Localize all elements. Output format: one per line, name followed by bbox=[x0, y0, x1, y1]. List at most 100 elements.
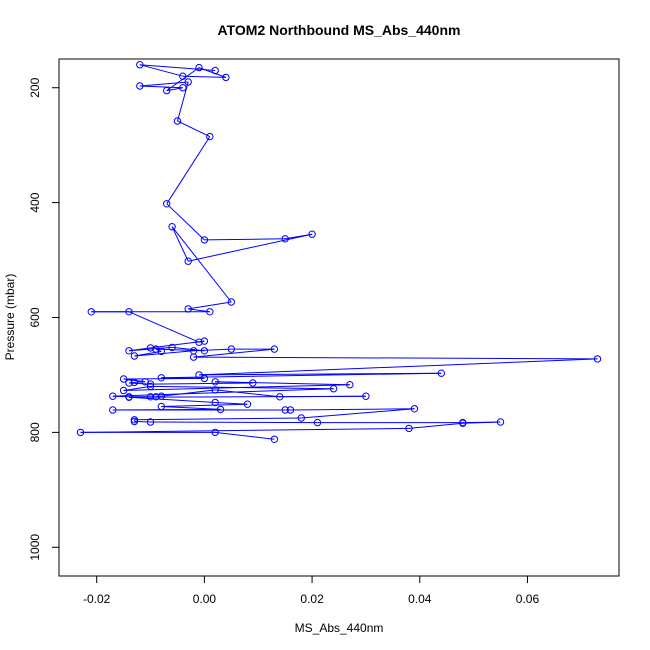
data-point bbox=[157, 392, 166, 400]
data-point bbox=[308, 230, 316, 238]
profile-segment bbox=[161, 403, 248, 407]
x-tick-label: 0.04 bbox=[408, 592, 432, 606]
data-point bbox=[195, 371, 203, 379]
data-point bbox=[136, 82, 144, 90]
data-point bbox=[437, 369, 445, 377]
data-point bbox=[211, 428, 219, 437]
profile-segment bbox=[193, 356, 598, 360]
y-tick-label: 600 bbox=[28, 307, 42, 327]
x-tick-label: 0.00 bbox=[193, 592, 217, 606]
data-point bbox=[211, 378, 219, 386]
profile-segment bbox=[166, 136, 211, 205]
data-point bbox=[157, 402, 166, 411]
profile-segment bbox=[193, 348, 275, 358]
data-point bbox=[146, 382, 155, 391]
x-axis: -0.02 0.00 0.02 0.04 0.06 bbox=[83, 575, 540, 606]
profile-segment bbox=[150, 421, 318, 424]
data-point bbox=[146, 344, 155, 352]
profile-segment bbox=[139, 81, 189, 87]
data-point bbox=[593, 355, 602, 363]
data-point bbox=[173, 117, 182, 125]
x-axis-label: MS_Abs_440nm bbox=[295, 621, 384, 635]
profile-segment bbox=[462, 421, 501, 424]
x-tick-label: -0.02 bbox=[83, 592, 111, 606]
data-point bbox=[216, 405, 225, 414]
data-point bbox=[189, 353, 198, 361]
data-point bbox=[168, 223, 176, 231]
profile-segment bbox=[150, 385, 334, 390]
data-point bbox=[281, 235, 289, 243]
profile-segment bbox=[134, 381, 146, 383]
profile-segment bbox=[215, 389, 280, 398]
profile-segment bbox=[112, 388, 334, 397]
data-point bbox=[313, 418, 322, 427]
profile-segment bbox=[301, 408, 415, 419]
data-point bbox=[130, 378, 139, 387]
data-point bbox=[109, 406, 117, 414]
data-point bbox=[243, 400, 252, 408]
data-point bbox=[200, 374, 209, 383]
profile-segment bbox=[161, 389, 216, 397]
data-point bbox=[211, 398, 219, 407]
profile-segment bbox=[171, 226, 189, 262]
y-axis-label: Pressure (mbar) bbox=[3, 274, 17, 361]
data-point bbox=[125, 393, 133, 401]
data-point bbox=[222, 73, 230, 82]
data-point bbox=[146, 393, 155, 401]
data-point bbox=[146, 380, 155, 388]
data-point bbox=[146, 418, 155, 426]
profile-segment bbox=[188, 233, 313, 262]
data-point bbox=[286, 406, 295, 414]
data-point bbox=[405, 424, 413, 433]
x-tick-label: 0.02 bbox=[300, 592, 324, 606]
profile-segment bbox=[112, 395, 130, 398]
profile-lines bbox=[80, 64, 598, 440]
y-tick-label: 400 bbox=[28, 192, 42, 212]
data-point bbox=[184, 305, 192, 313]
data-point bbox=[206, 308, 214, 316]
profile-segment bbox=[123, 385, 151, 391]
data-point bbox=[125, 347, 133, 355]
profile-segment bbox=[166, 203, 205, 241]
y-tick-label: 200 bbox=[28, 77, 42, 97]
data-point bbox=[136, 60, 144, 69]
data-points bbox=[76, 60, 602, 443]
data-point bbox=[496, 418, 505, 426]
data-point bbox=[168, 343, 176, 352]
data-point bbox=[179, 72, 187, 80]
data-point bbox=[329, 385, 338, 393]
data-point bbox=[459, 419, 467, 427]
data-point bbox=[362, 392, 370, 400]
y-tick-label: 1000 bbox=[28, 534, 42, 561]
data-point bbox=[195, 63, 203, 72]
data-point bbox=[179, 84, 187, 92]
profile-segment bbox=[139, 64, 216, 71]
profile-segment bbox=[128, 346, 173, 352]
data-point bbox=[109, 392, 117, 400]
profile-segment bbox=[150, 382, 253, 385]
data-point bbox=[200, 337, 209, 345]
profile-segment bbox=[128, 311, 200, 343]
data-point bbox=[249, 379, 257, 387]
data-point bbox=[157, 347, 166, 356]
data-point bbox=[281, 406, 289, 414]
profile-segment bbox=[139, 85, 183, 89]
data-point bbox=[270, 435, 279, 443]
profile-segment bbox=[80, 427, 410, 433]
data-point bbox=[157, 374, 166, 382]
data-point bbox=[297, 414, 305, 422]
data-point bbox=[227, 345, 236, 353]
data-point bbox=[346, 381, 354, 389]
profile-segment bbox=[198, 358, 598, 376]
chart-title: ATOM2 Northbound MS_Abs_440nm bbox=[218, 22, 461, 38]
data-point bbox=[227, 298, 236, 306]
data-point bbox=[206, 132, 214, 141]
data-point bbox=[200, 236, 209, 244]
data-point bbox=[410, 405, 419, 413]
profile-segment bbox=[215, 381, 350, 386]
data-point bbox=[130, 352, 139, 360]
x-tick-label: 0.06 bbox=[516, 592, 540, 606]
data-point bbox=[200, 347, 209, 355]
data-point bbox=[211, 386, 219, 394]
